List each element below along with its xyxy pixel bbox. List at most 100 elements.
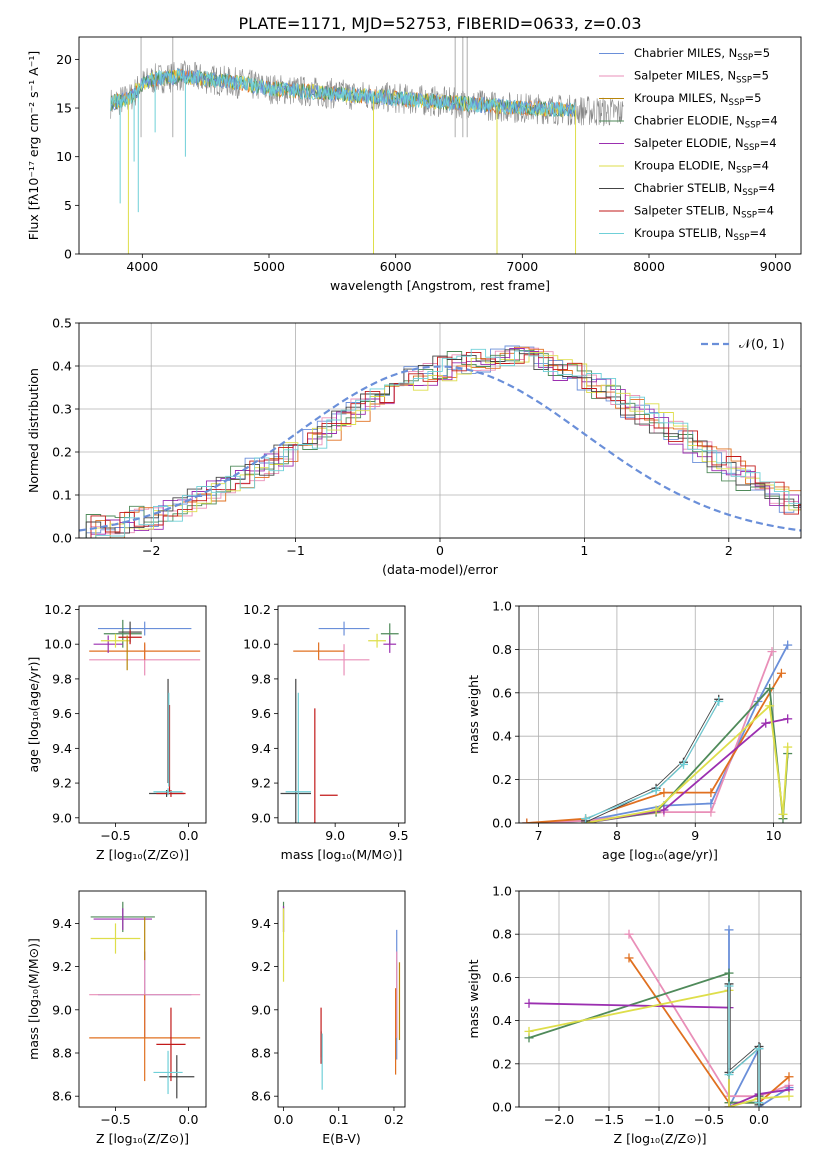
y-axis-label: Flux [fλ10⁻¹⁷ erg cm⁻² s⁻¹ A⁻¹] — [26, 51, 41, 240]
x-tick-label: 1 — [580, 543, 588, 558]
y-tick-label: 9.8 — [52, 671, 72, 686]
y-tick-label: 10.0 — [243, 637, 271, 652]
weight-series-line — [727, 983, 761, 1105]
x-tick-label: −0.5 — [100, 828, 130, 843]
x-tick-label: 10 — [766, 828, 782, 843]
plot-area-age-vs-Z — [89, 619, 201, 797]
legend-suffix: =5 — [753, 46, 770, 60]
axes-frame-age-vs-mass — [277, 605, 406, 824]
y-tick-label: 9.4 — [52, 741, 72, 756]
x-axis-label: Z [log₁₀(Z/Z⊙)] — [96, 1131, 189, 1146]
weight-series-line — [528, 971, 760, 1104]
legend-entry: Salpeter ELODIE, NSSP=4 — [634, 136, 777, 153]
weight-series-line — [528, 1002, 790, 1107]
x-tick-label: 0 — [436, 543, 444, 558]
y-axis-label: mass weight — [466, 675, 481, 754]
y-tick-label: 9.0 — [251, 810, 271, 825]
histogram-step — [81, 348, 801, 538]
y-tick-label: 0.0 — [52, 531, 72, 546]
x-tick-label: 7000 — [506, 259, 538, 274]
y-tick-label: 0.0 — [492, 1100, 512, 1115]
legend-suffix: =4 — [757, 204, 774, 218]
x-tick-label: 2 — [725, 543, 733, 558]
x-axis-label: Z [log₁₀(Z/Z⊙)] — [614, 1131, 707, 1146]
gaussian-curve — [79, 365, 801, 532]
x-tick-label: −0.5 — [694, 1112, 724, 1127]
x-tick-label: −2.0 — [544, 1112, 574, 1127]
axes-frame-mass-vs-Z — [78, 890, 207, 1108]
x-axis-label: mass [log₁₀(M/M⊙)] — [281, 847, 403, 862]
y-tick-label: 20 — [56, 52, 72, 67]
plot-area-weight-vs-Z — [524, 925, 794, 1107]
plot-area-weight-vs-age — [522, 640, 793, 823]
legend-entry: Salpeter MILES, NSSP=5 — [634, 69, 769, 86]
weight-series-line — [528, 989, 790, 1107]
y-tick-label: 5 — [64, 198, 72, 213]
weight-series-line — [585, 698, 720, 822]
y-tick-label: 0.6 — [492, 970, 512, 985]
y-tick-label: 9.4 — [251, 741, 271, 756]
y-tick-label: 9.8 — [251, 671, 271, 686]
x-axis-label: Z [log₁₀(Z/Z⊙)] — [96, 847, 189, 862]
panel-residual-histogram: −2 −1 0 1 2 0.0 0.1 0.2 0.3 0.4 0.5 (data-model)/er… — [26, 316, 802, 577]
y-tick-label: 9.0 — [52, 1002, 72, 1017]
y-tick-label: 9.2 — [52, 776, 72, 791]
y-tick-label: 0.4 — [492, 1013, 512, 1028]
x-tick-label: 9 — [691, 828, 699, 843]
panel-weight-vs-age: 7 8 9 10 0.0 0.2 0.4 0.6 0.8 1.0 age [log₁₀(age/yr… — [466, 599, 802, 862]
y-axis-label: age [log₁₀(age/yr)] — [26, 657, 41, 773]
histogram-step — [79, 347, 801, 538]
y-tick-label: 9.2 — [52, 959, 72, 974]
legend-entry: Chabrier ELODIE, NSSP=4 — [634, 114, 778, 131]
legend-entry: Chabrier MILES, NSSP=5 — [634, 46, 770, 63]
spectrum-model-line — [110, 68, 576, 117]
plot-area-residual-histogram — [79, 345, 801, 538]
y-axis-label: mass weight — [466, 959, 481, 1038]
y-tick-label: 8.8 — [52, 1046, 72, 1061]
y-tick-label: 9.4 — [52, 916, 72, 931]
x-tick-label: 0.0 — [179, 1112, 199, 1127]
panel-mass-vs-Z: −0.5 0.0 8.6 8.8 9.0 9.2 9.4 Z [log₁₀(Z/Z⊙)] mas… — [26, 890, 207, 1146]
x-tick-label: 6000 — [380, 259, 412, 274]
y-axis-label: Normed distribution — [26, 368, 41, 493]
legend-entry: 𝒩(0, 1) — [739, 336, 785, 351]
weight-series-line — [585, 701, 720, 820]
legend-subscript: SSP — [736, 166, 752, 176]
y-tick-label: 0.6 — [492, 685, 512, 700]
panel-weight-vs-Z: −2.0 −1.5 −1.0 −0.5 0.0 0.0 0.2 0.4 0.6 0.8 1.0 Z [… — [466, 884, 802, 1146]
x-tick-label: −1.0 — [644, 1112, 674, 1127]
x-tick-label: 5000 — [253, 259, 285, 274]
panel-age-vs-mass: 9.0 9.5 9.0 9.2 9.4 9.6 9.8 10.0 10.2 mass [log₁₀… — [243, 602, 408, 862]
x-tick-label: 0.1 — [329, 1112, 349, 1127]
y-tick-label: 0.1 — [52, 488, 72, 503]
y-tick-label: 1.0 — [492, 884, 512, 899]
y-axis-label: mass [log₁₀(M/M⊙)] — [26, 938, 41, 1060]
x-tick-label: 0.2 — [384, 1112, 404, 1127]
legend-suffix: =4 — [761, 114, 778, 128]
plot-area-spectrum — [110, 37, 624, 254]
legend-suffix: =4 — [749, 226, 766, 240]
y-tick-label: 8.6 — [251, 1089, 271, 1104]
legend-entry: Salpeter STELIB, NSSP=4 — [634, 204, 774, 221]
histogram-legend: 𝒩(0, 1) — [701, 336, 785, 351]
legend-subscript: SSP — [729, 98, 745, 108]
y-tick-label: 9.6 — [52, 706, 72, 721]
weight-series-line — [526, 672, 783, 823]
x-tick-label: 7 — [535, 828, 543, 843]
x-tick-label: 9000 — [760, 259, 792, 274]
legend-subscript: SSP — [744, 143, 760, 153]
y-tick-label: 0.2 — [492, 1056, 512, 1071]
y-tick-label: 10.2 — [44, 602, 72, 617]
y-tick-label: 10.2 — [243, 602, 271, 617]
x-axis-label: wavelength [Angstrom, rest frame] — [330, 278, 550, 293]
y-tick-label: 8.8 — [251, 1046, 271, 1061]
legend-subscript: SSP — [736, 76, 752, 86]
legend-subscript: SSP — [742, 188, 758, 198]
x-tick-label: 4000 — [126, 259, 158, 274]
y-tick-label: 9.2 — [251, 959, 271, 974]
histogram-step — [79, 351, 801, 538]
x-tick-label: 9.0 — [325, 828, 345, 843]
legend-entry: Kroupa STELIB, NSSP=4 — [634, 226, 766, 243]
x-axis-label: E(B-V) — [322, 1131, 361, 1146]
